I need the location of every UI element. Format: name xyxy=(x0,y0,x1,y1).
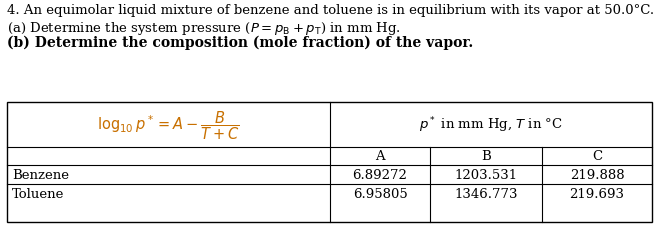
Text: A: A xyxy=(375,150,385,163)
Text: 4. An equimolar liquid mixture of benzene and toluene is in equilibrium with its: 4. An equimolar liquid mixture of benzen… xyxy=(7,4,654,17)
Text: 1203.531: 1203.531 xyxy=(455,168,517,181)
Text: 219.693: 219.693 xyxy=(569,187,625,200)
Text: (b) Determine the composition (mole fraction) of the vapor.: (b) Determine the composition (mole frac… xyxy=(7,36,473,50)
Text: Toluene: Toluene xyxy=(12,187,65,200)
Text: (a) Determine the system pressure ($P = p_{\mathrm{B}} + p_{\mathrm{T}}$) in mm : (a) Determine the system pressure ($P = … xyxy=(7,20,401,37)
Text: 6.89272: 6.89272 xyxy=(353,168,407,181)
Text: 219.888: 219.888 xyxy=(569,168,624,181)
Text: 6.95805: 6.95805 xyxy=(353,187,407,200)
Text: $p^*$ in mm Hg, $T$ in °C: $p^*$ in mm Hg, $T$ in °C xyxy=(419,115,563,135)
Text: $\log_{10} p^* = A - \dfrac{B}{T + C}$: $\log_{10} p^* = A - \dfrac{B}{T + C}$ xyxy=(97,109,240,141)
Text: C: C xyxy=(592,150,602,163)
Bar xyxy=(7,103,652,222)
Text: B: B xyxy=(481,150,491,163)
Text: 1346.773: 1346.773 xyxy=(454,187,518,200)
Text: Benzene: Benzene xyxy=(12,168,69,181)
